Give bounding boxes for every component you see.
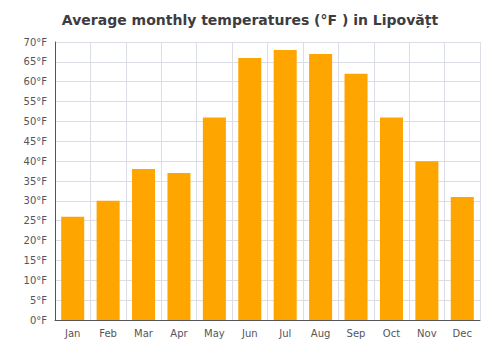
svg-text:65°F: 65°F (24, 56, 48, 67)
svg-text:15°F: 15°F (24, 255, 48, 266)
svg-text:10°F: 10°F (24, 275, 48, 286)
svg-text:Jan: Jan (64, 328, 80, 339)
svg-text:Mar: Mar (134, 328, 154, 339)
svg-text:55°F: 55°F (24, 96, 48, 107)
svg-text:Oct: Oct (383, 328, 400, 339)
svg-text:20°F: 20°F (24, 235, 48, 246)
svg-text:5°F: 5°F (30, 295, 47, 306)
svg-text:Feb: Feb (99, 328, 117, 339)
svg-text:25°F: 25°F (24, 215, 48, 226)
svg-text:0°F: 0°F (30, 315, 47, 326)
svg-text:40°F: 40°F (24, 156, 48, 167)
svg-text:50°F: 50°F (24, 116, 48, 127)
svg-text:60°F: 60°F (24, 76, 48, 87)
svg-text:Average monthly temperatures (: Average monthly temperatures (°F ) in Li… (62, 12, 439, 29)
svg-text:45°F: 45°F (24, 136, 48, 147)
svg-text:Aug: Aug (311, 328, 331, 339)
svg-text:30°F: 30°F (24, 195, 48, 206)
svg-text:Sep: Sep (347, 328, 366, 339)
svg-text:Dec: Dec (453, 328, 472, 339)
svg-text:70°F: 70°F (24, 37, 48, 48)
svg-text:Apr: Apr (170, 328, 188, 339)
svg-text:Jul: Jul (278, 328, 291, 339)
svg-text:35°F: 35°F (24, 176, 48, 187)
svg-text:Jun: Jun (241, 328, 258, 339)
svg-text:Nov: Nov (417, 328, 437, 339)
svg-text:May: May (204, 328, 225, 339)
